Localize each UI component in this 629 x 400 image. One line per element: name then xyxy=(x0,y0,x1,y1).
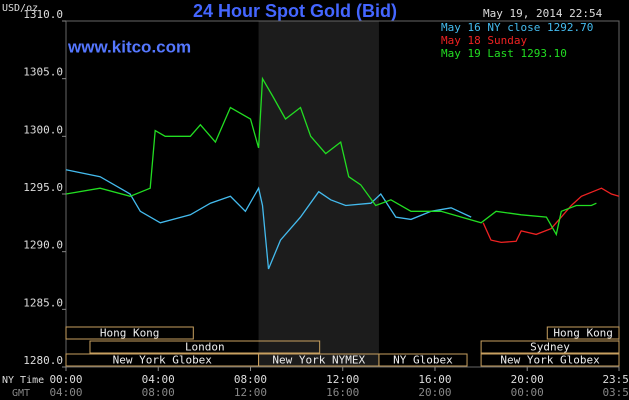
x2-tick-label: 16:00 xyxy=(326,386,359,399)
series-line xyxy=(65,169,472,270)
session-box xyxy=(65,326,194,340)
session-label: Sydney xyxy=(530,341,570,354)
x-tick-label: 04:00 xyxy=(142,373,175,386)
nymex-shade xyxy=(258,21,379,367)
y-tick-label: 1295.0 xyxy=(23,181,63,194)
session-box xyxy=(546,326,620,340)
x-tick-label: 20:00 xyxy=(511,373,544,386)
x-tick-label: 12:00 xyxy=(326,373,359,386)
session-label: Hong Kong xyxy=(100,327,160,340)
y-tick-label: 1290.0 xyxy=(23,239,63,252)
legend-entry: May 18 Sunday xyxy=(441,34,527,47)
y-tick-label: 1300.0 xyxy=(23,123,63,136)
x-tick-label: 16:00 xyxy=(418,373,451,386)
chart-title: 24 Hour Spot Gold (Bid) xyxy=(193,1,397,21)
x-tick-label: 23:59 xyxy=(602,373,629,386)
session-label: New York Globex xyxy=(500,354,600,367)
session-box xyxy=(89,340,321,354)
x2-tick-label: 20:00 xyxy=(418,386,451,399)
site-label: www.kitco.com xyxy=(67,37,191,56)
y-tick-label: 1285.0 xyxy=(23,296,63,309)
session-label: New York Globex xyxy=(113,354,213,367)
x2-tick-label: 08:00 xyxy=(142,386,175,399)
series-line xyxy=(65,76,597,237)
y-unit: USD/oz xyxy=(2,3,38,14)
x-label: NY Time xyxy=(2,375,44,386)
y-tick-label: 1280.0 xyxy=(23,354,63,367)
x-tick-label: 00:00 xyxy=(49,373,82,386)
y-tick-label: 1310.0 xyxy=(23,8,63,21)
session-label: NY Globex xyxy=(393,354,453,367)
x2-tick-label: 00:00 xyxy=(511,386,544,399)
session-box xyxy=(480,353,620,367)
x2-tick-label: 03:59 xyxy=(602,386,629,399)
timestamp: May 19, 2014 22:54 xyxy=(483,7,603,20)
x2-tick-label: 12:00 xyxy=(234,386,267,399)
legend-entry: May 16 NY close 1292.70 xyxy=(441,21,593,34)
series-line xyxy=(482,187,620,244)
session-label: New York NYMEX xyxy=(272,354,365,367)
session-box xyxy=(378,353,468,367)
legend-entry: May 19 Last 1293.10 xyxy=(441,47,567,60)
session-label: London xyxy=(185,341,225,354)
session-box xyxy=(480,340,620,354)
session-label: Hong Kong xyxy=(553,327,613,340)
x2-label: GMT xyxy=(12,388,30,399)
x-tick-label: 08:00 xyxy=(234,373,267,386)
x2-tick-label: 04:00 xyxy=(49,386,82,399)
y-tick-label: 1305.0 xyxy=(23,66,63,79)
